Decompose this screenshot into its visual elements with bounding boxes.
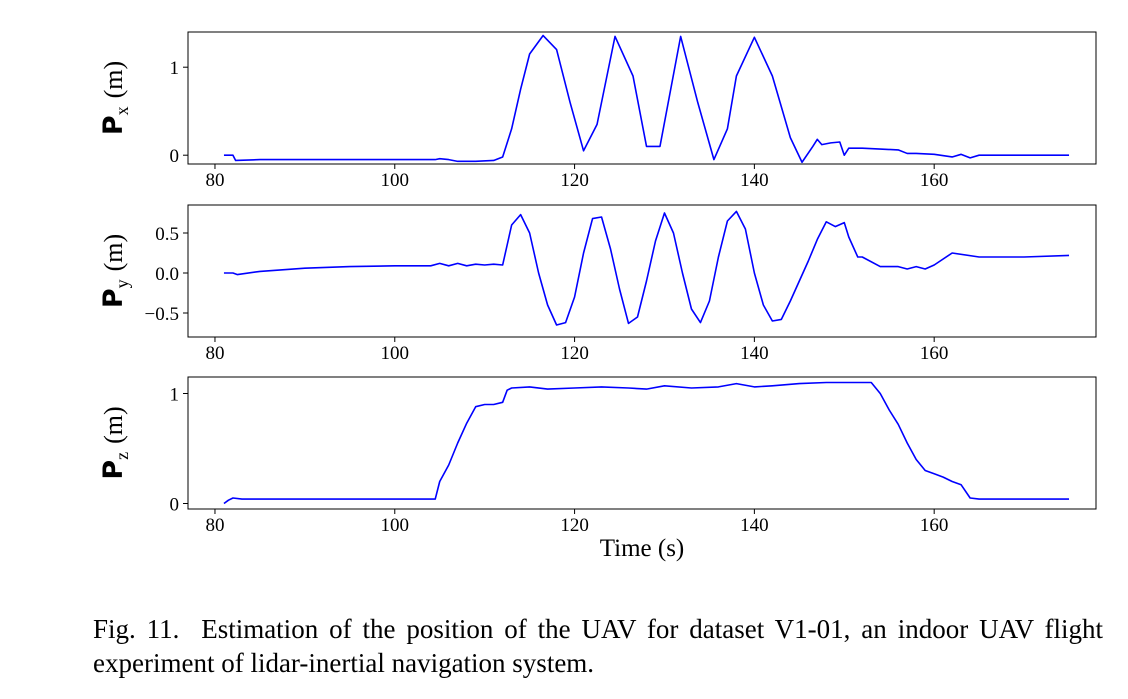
pz-x-tick-label: 160 — [920, 515, 949, 536]
pz-y-tick-label: 0 — [170, 495, 180, 516]
py-x-tick-label: 160 — [920, 343, 949, 364]
subplot-pz: 80 100 120 140 160 01 Pz(m) — [98, 376, 1097, 536]
figure: 80 100 120 140 160 01 Px(m) 80 100 120 140 160 −… — [98, 31, 1097, 562]
py-ylabel-main: P — [98, 288, 129, 308]
px-axes-frame — [187, 31, 1097, 165]
subplot-px: 80 100 120 140 160 01 Px(m) — [98, 31, 1097, 191]
py-axes-frame — [187, 204, 1097, 338]
py-y-ticks: −0.5 0.0 0.5 — [145, 224, 188, 325]
py-series-line-0 — [223, 210, 1070, 326]
py-y-tick-label: 0.0 — [155, 264, 179, 285]
py-y-axis-label: Py (m) — [98, 234, 132, 308]
py-y-tick-label: 0.5 — [155, 224, 179, 245]
pz-x-tick-label: 120 — [560, 515, 589, 536]
px-x-ticks: 80 100 120 140 160 — [205, 164, 948, 191]
px-ylabel-main: P — [98, 115, 129, 135]
py-x-tick-label: 100 — [381, 343, 410, 364]
pz-axes-frame — [187, 376, 1097, 510]
py-ylabel-unit: (m) — [99, 234, 128, 272]
py-x-tick-label: 80 — [205, 343, 224, 364]
px-series — [223, 34, 1070, 164]
px-ylabel-unit: (m) — [99, 61, 128, 99]
px-ylabel-sub: x — [112, 106, 132, 115]
px-x-tick-label: 80 — [205, 170, 224, 191]
py-ylabel-sub: y — [112, 279, 132, 288]
pz-x-tick-label: 140 — [740, 515, 769, 536]
px-x-tick-label: 120 — [560, 170, 589, 191]
pz-x-tick-label: 100 — [381, 515, 410, 536]
px-y-tick-label: 0 — [170, 146, 180, 167]
pz-y-axis-label: Pz (m) — [98, 406, 132, 479]
figure-caption: Fig. 11. Estimation of the position of t… — [93, 614, 1103, 678]
pz-ylabel-sub: z — [112, 452, 132, 460]
pz-ylabel-main: P — [98, 460, 129, 480]
pz-y-tick-label: 1 — [170, 385, 180, 406]
pz-x-tick-label: 80 — [205, 515, 224, 536]
py-series — [223, 210, 1070, 326]
px-y-axis-label: Px (m) — [98, 61, 132, 135]
pz-x-ticks: 80 100 120 140 160 — [205, 509, 948, 536]
px-y-ticks: 01 — [170, 58, 188, 167]
py-x-ticks: 80 100 120 140 160 — [205, 337, 948, 364]
px-x-tick-label: 100 — [381, 170, 410, 191]
px-y-tick-label: 1 — [170, 58, 180, 79]
x-axis-label: Time (s) — [600, 535, 685, 562]
px-x-tick-label: 160 — [920, 170, 949, 191]
pz-series-line-0 — [223, 381, 1070, 505]
pz-series — [223, 381, 1070, 505]
px-x-tick-label: 140 — [740, 170, 769, 191]
py-y-tick-label: −0.5 — [145, 304, 179, 325]
subplot-py: 80 100 120 140 160 −0.5 0.0 0.5 Py (m) — [98, 204, 1097, 364]
pz-y-ticks: 01 — [170, 385, 188, 516]
py-x-tick-label: 120 — [560, 343, 589, 364]
py-x-tick-label: 140 — [740, 343, 769, 364]
px-series-line-0 — [223, 34, 1070, 164]
pz-ylabel-unit: (m) — [99, 406, 128, 444]
